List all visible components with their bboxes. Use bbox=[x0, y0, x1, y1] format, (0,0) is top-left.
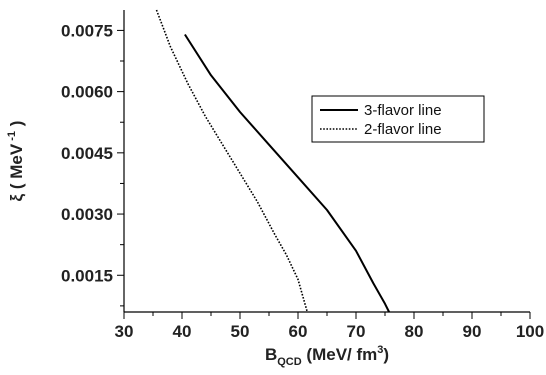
y-axis-label: ξ ( MeV -1 ) bbox=[6, 121, 26, 202]
legend-entry-1: 3-flavor line bbox=[364, 102, 442, 119]
series-lines bbox=[155, 9, 390, 313]
series-line-1 bbox=[184, 33, 390, 313]
plot-axes bbox=[123, 10, 530, 313]
x-tick-label: 30 bbox=[115, 322, 134, 341]
x-tick-label: 100 bbox=[516, 322, 544, 341]
tick-labels: 30 40 50 60 70 80 90 100 0.0015 0.0030 0.0045 0.006… bbox=[61, 21, 544, 341]
y-tick-label: 0.0075 bbox=[61, 21, 113, 40]
series-line-2 bbox=[155, 9, 309, 313]
y-tick-label: 0.0015 bbox=[61, 266, 113, 285]
legend: 3-flavor line 2-flavor line bbox=[311, 95, 485, 143]
x-tick-label: 70 bbox=[347, 322, 366, 341]
legend-box bbox=[311, 95, 485, 143]
x-tick-label: 50 bbox=[231, 322, 250, 341]
x-tick-label: 80 bbox=[405, 322, 424, 341]
x-tick-label: 40 bbox=[173, 322, 192, 341]
axis-ticks bbox=[117, 29, 531, 319]
y-tick-label: 0.0030 bbox=[61, 205, 113, 224]
axis-labels: BQCD (MeV/ fm3) ξ ( MeV -1 ) bbox=[6, 121, 389, 368]
x-tick-label: 60 bbox=[289, 322, 308, 341]
x-axis-label: BQCD (MeV/ fm3) bbox=[265, 344, 389, 368]
x-tick-label: 90 bbox=[463, 322, 482, 341]
y-tick-label: 0.0060 bbox=[61, 83, 113, 102]
y-tick-label: 0.0045 bbox=[61, 144, 113, 163]
legend-entry-2: 2-flavor line bbox=[364, 121, 442, 138]
